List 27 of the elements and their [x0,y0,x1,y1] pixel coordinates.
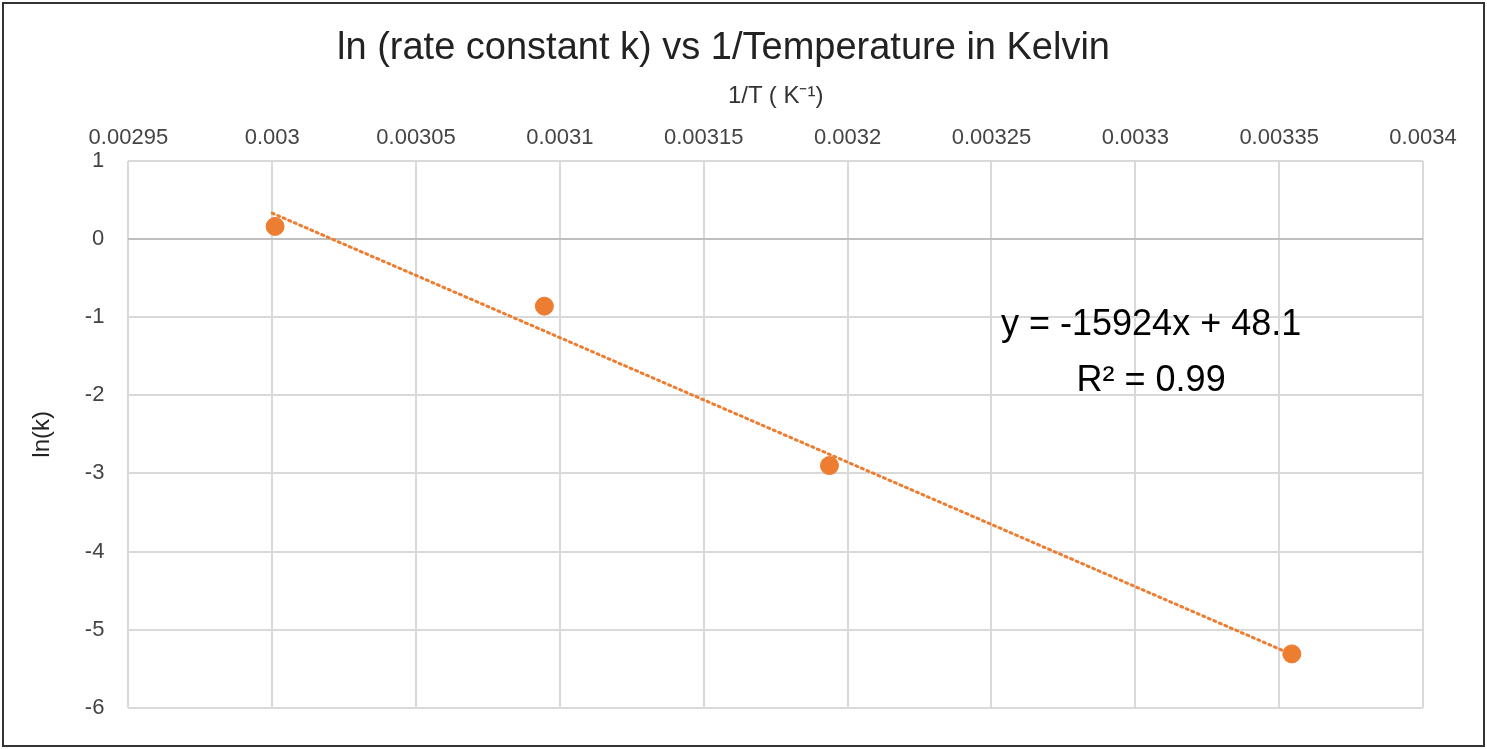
x-tick-label: 0.0032 [813,123,882,149]
x-tick-label: 0.0034 [1389,123,1457,149]
y-tick-label: -2 [84,381,105,407]
x-tick-label: 0.00305 [376,123,456,149]
point [265,216,285,236]
x-tick-label: 0.0031 [526,123,594,149]
y-axis-title: ln(k) [27,410,55,458]
x-tick-label: 0.003 [244,123,300,149]
chart-title: ln (rate constant k) vs 1/Temperature in Kelvin [336,25,1111,68]
x-tick-label: 0.00295 [88,123,169,149]
annotation: R² = 0.99 [1076,357,1226,399]
y-tick-label: -5 [84,615,105,641]
x-tick-label: 0.00335 [1239,123,1319,149]
point [1282,644,1302,664]
y-tick-label: -1 [84,303,105,329]
y-tick-label: 0 [92,225,105,251]
point [819,456,839,476]
y-tick-label: -4 [84,537,105,563]
y-tick-label: 1 [92,146,105,172]
x-axis-title: 1/T ( K⁻¹) [727,80,824,108]
x-tick-label: 0.0033 [1101,123,1169,149]
y-tick-label: -6 [84,693,105,719]
point [534,296,554,316]
x-tick-label: 0.00325 [951,123,1032,149]
annotation: y = -15924x + 48.1 [1001,301,1302,343]
y-tick-label: -3 [84,459,105,485]
x-tick-label: 0.00315 [663,123,744,149]
